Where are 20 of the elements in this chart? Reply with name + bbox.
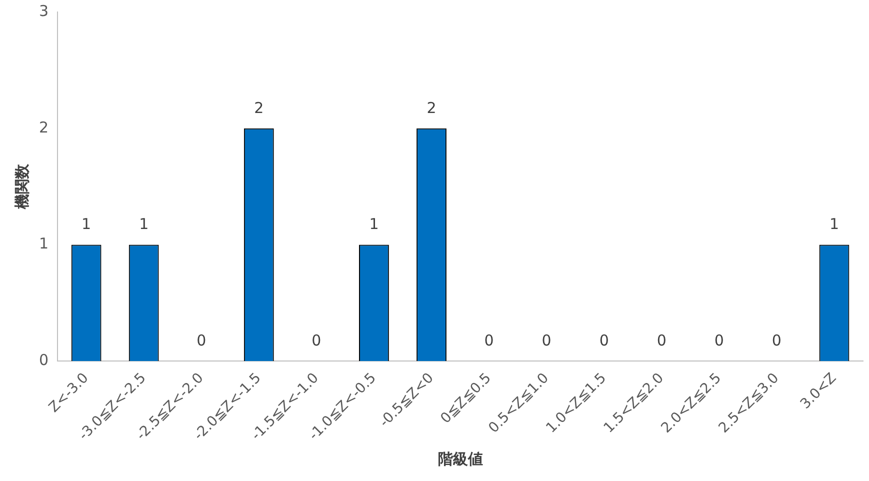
data-label: 1 bbox=[82, 215, 92, 234]
data-label: 1 bbox=[369, 215, 379, 234]
y-tick-label: 0 bbox=[38, 351, 49, 370]
data-label: 0 bbox=[656, 332, 666, 350]
data-label: 0 bbox=[599, 332, 609, 350]
y-axis-title: 機関数 bbox=[12, 163, 31, 210]
y-tick-label: 2 bbox=[38, 118, 49, 136]
y-tick-label: 1 bbox=[38, 234, 49, 253]
data-label: 0 bbox=[196, 332, 206, 350]
x-axis-title: 階級値 bbox=[438, 450, 483, 468]
y-tick-label: 3 bbox=[38, 2, 49, 20]
data-label: 2 bbox=[426, 98, 436, 117]
data-label: 0 bbox=[714, 332, 724, 350]
data-label: 0 bbox=[312, 332, 322, 350]
data-label: 0 bbox=[484, 332, 494, 350]
data-label: 1 bbox=[829, 215, 840, 234]
data-label: 1 bbox=[139, 215, 149, 234]
data-label: 0 bbox=[542, 332, 552, 350]
data-label: 2 bbox=[254, 98, 264, 117]
data-label: 0 bbox=[772, 332, 782, 350]
